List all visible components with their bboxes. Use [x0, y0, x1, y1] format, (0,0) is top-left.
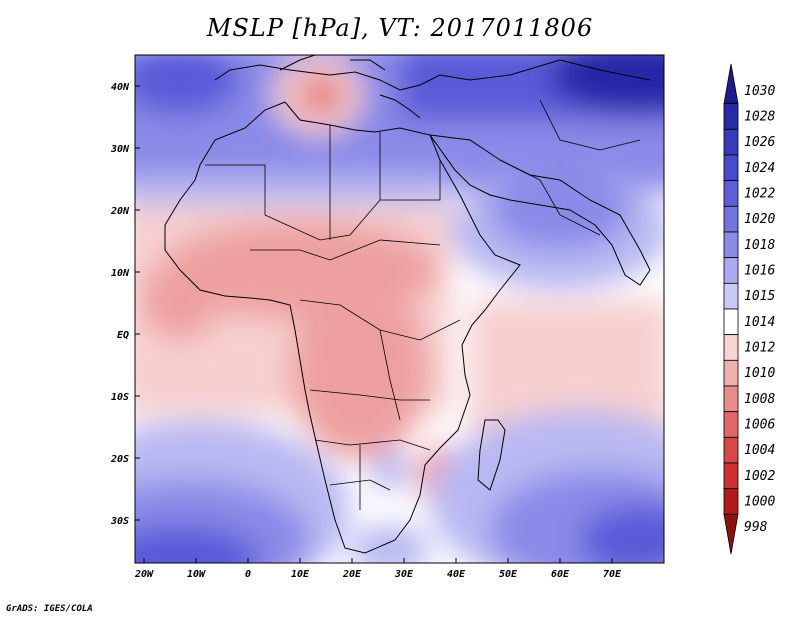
lat-tick-label: EQ [117, 330, 129, 341]
colorbar-label: 1014 [744, 315, 775, 330]
colorbar-swatch [723, 103, 739, 130]
colorbar-label: 1012 [744, 341, 775, 356]
lon-tick-label: 40E [447, 569, 466, 580]
coastlines [164, 55, 651, 554]
colorbar-swatch [723, 334, 739, 361]
credit-text: GrADS: IGES/COLA [6, 604, 93, 614]
country-borders [205, 99, 641, 510]
colorbar: 1030 1028 1026 1024 1022 1020 1018 1016 1015 1014… [723, 63, 775, 555]
colorbar-swatch [723, 462, 739, 490]
colorbar-label: 1002 [744, 469, 775, 484]
colorbar-swatch [723, 154, 739, 182]
colorbar-swatch [723, 128, 739, 156]
colorbar-swatch [723, 488, 739, 515]
colorbar-swatch [723, 231, 739, 259]
colorbar-swatch [723, 513, 739, 555]
lon-tick-label: 10W [187, 569, 206, 580]
colorbar-label: 1004 [744, 443, 775, 458]
lon-tick-label: 70E [603, 569, 622, 580]
colorbar-swatch [723, 359, 739, 387]
colorbar-label: 1026 [744, 135, 775, 150]
longitude-axis: 20W 10W 0 10E 20E 30E 40E 50E 60E 70E [134, 558, 622, 580]
colorbar-label: 1010 [744, 366, 775, 381]
colorbar-label: 1015 [744, 289, 775, 304]
lon-tick-label: 0 [245, 569, 251, 580]
colorbar-swatch [723, 385, 739, 413]
colorbar-label: 998 [744, 520, 768, 535]
colorbar-swatch [723, 436, 739, 464]
pressure-field [135, 55, 664, 563]
colorbar-label: 1016 [744, 264, 775, 279]
colorbar-swatch [723, 180, 739, 207]
colorbar-label: 1008 [744, 392, 775, 407]
lon-tick-label: 10E [291, 569, 310, 580]
lat-tick-label: 10S [111, 392, 129, 403]
lat-tick-label: 40N [111, 82, 130, 93]
colorbar-swatch [723, 257, 739, 284]
colorbar-swatch [723, 308, 739, 336]
page-title: MSLP [hPa], VT: 2017011806 [206, 14, 594, 42]
colorbar-swatch [723, 411, 739, 438]
colorbar-label: 1000 [744, 495, 775, 510]
lat-tick-label: 30N [110, 144, 130, 155]
lon-tick-label: 20E [342, 569, 362, 580]
colorbar-swatch [723, 63, 739, 105]
latitude-axis: 40N 30N 20N 10N EQ 10S 20S 30S [110, 82, 140, 527]
colorbar-label: 1022 [744, 187, 775, 202]
colorbar-label: 1024 [744, 161, 775, 176]
colorbar-label: 1018 [744, 238, 775, 253]
lat-tick-label: 30S [110, 516, 129, 527]
plot-frame [134, 54, 665, 564]
colorbar-swatch [723, 205, 739, 233]
colorbar-label: 1006 [744, 418, 775, 433]
lat-tick-label: 10N [111, 268, 130, 279]
lon-tick-label: 20W [134, 569, 154, 580]
lon-tick-label: 60E [551, 569, 570, 580]
lat-tick-label: 20S [110, 454, 129, 465]
lon-tick-label: 30E [394, 569, 414, 580]
lat-tick-label: 20N [110, 206, 130, 217]
colorbar-label: 1030 [744, 84, 775, 99]
colorbar-label: 1028 [744, 110, 775, 125]
colorbar-swatch [723, 282, 739, 310]
lon-tick-label: 50E [499, 569, 518, 580]
colorbar-label: 1020 [744, 212, 775, 227]
